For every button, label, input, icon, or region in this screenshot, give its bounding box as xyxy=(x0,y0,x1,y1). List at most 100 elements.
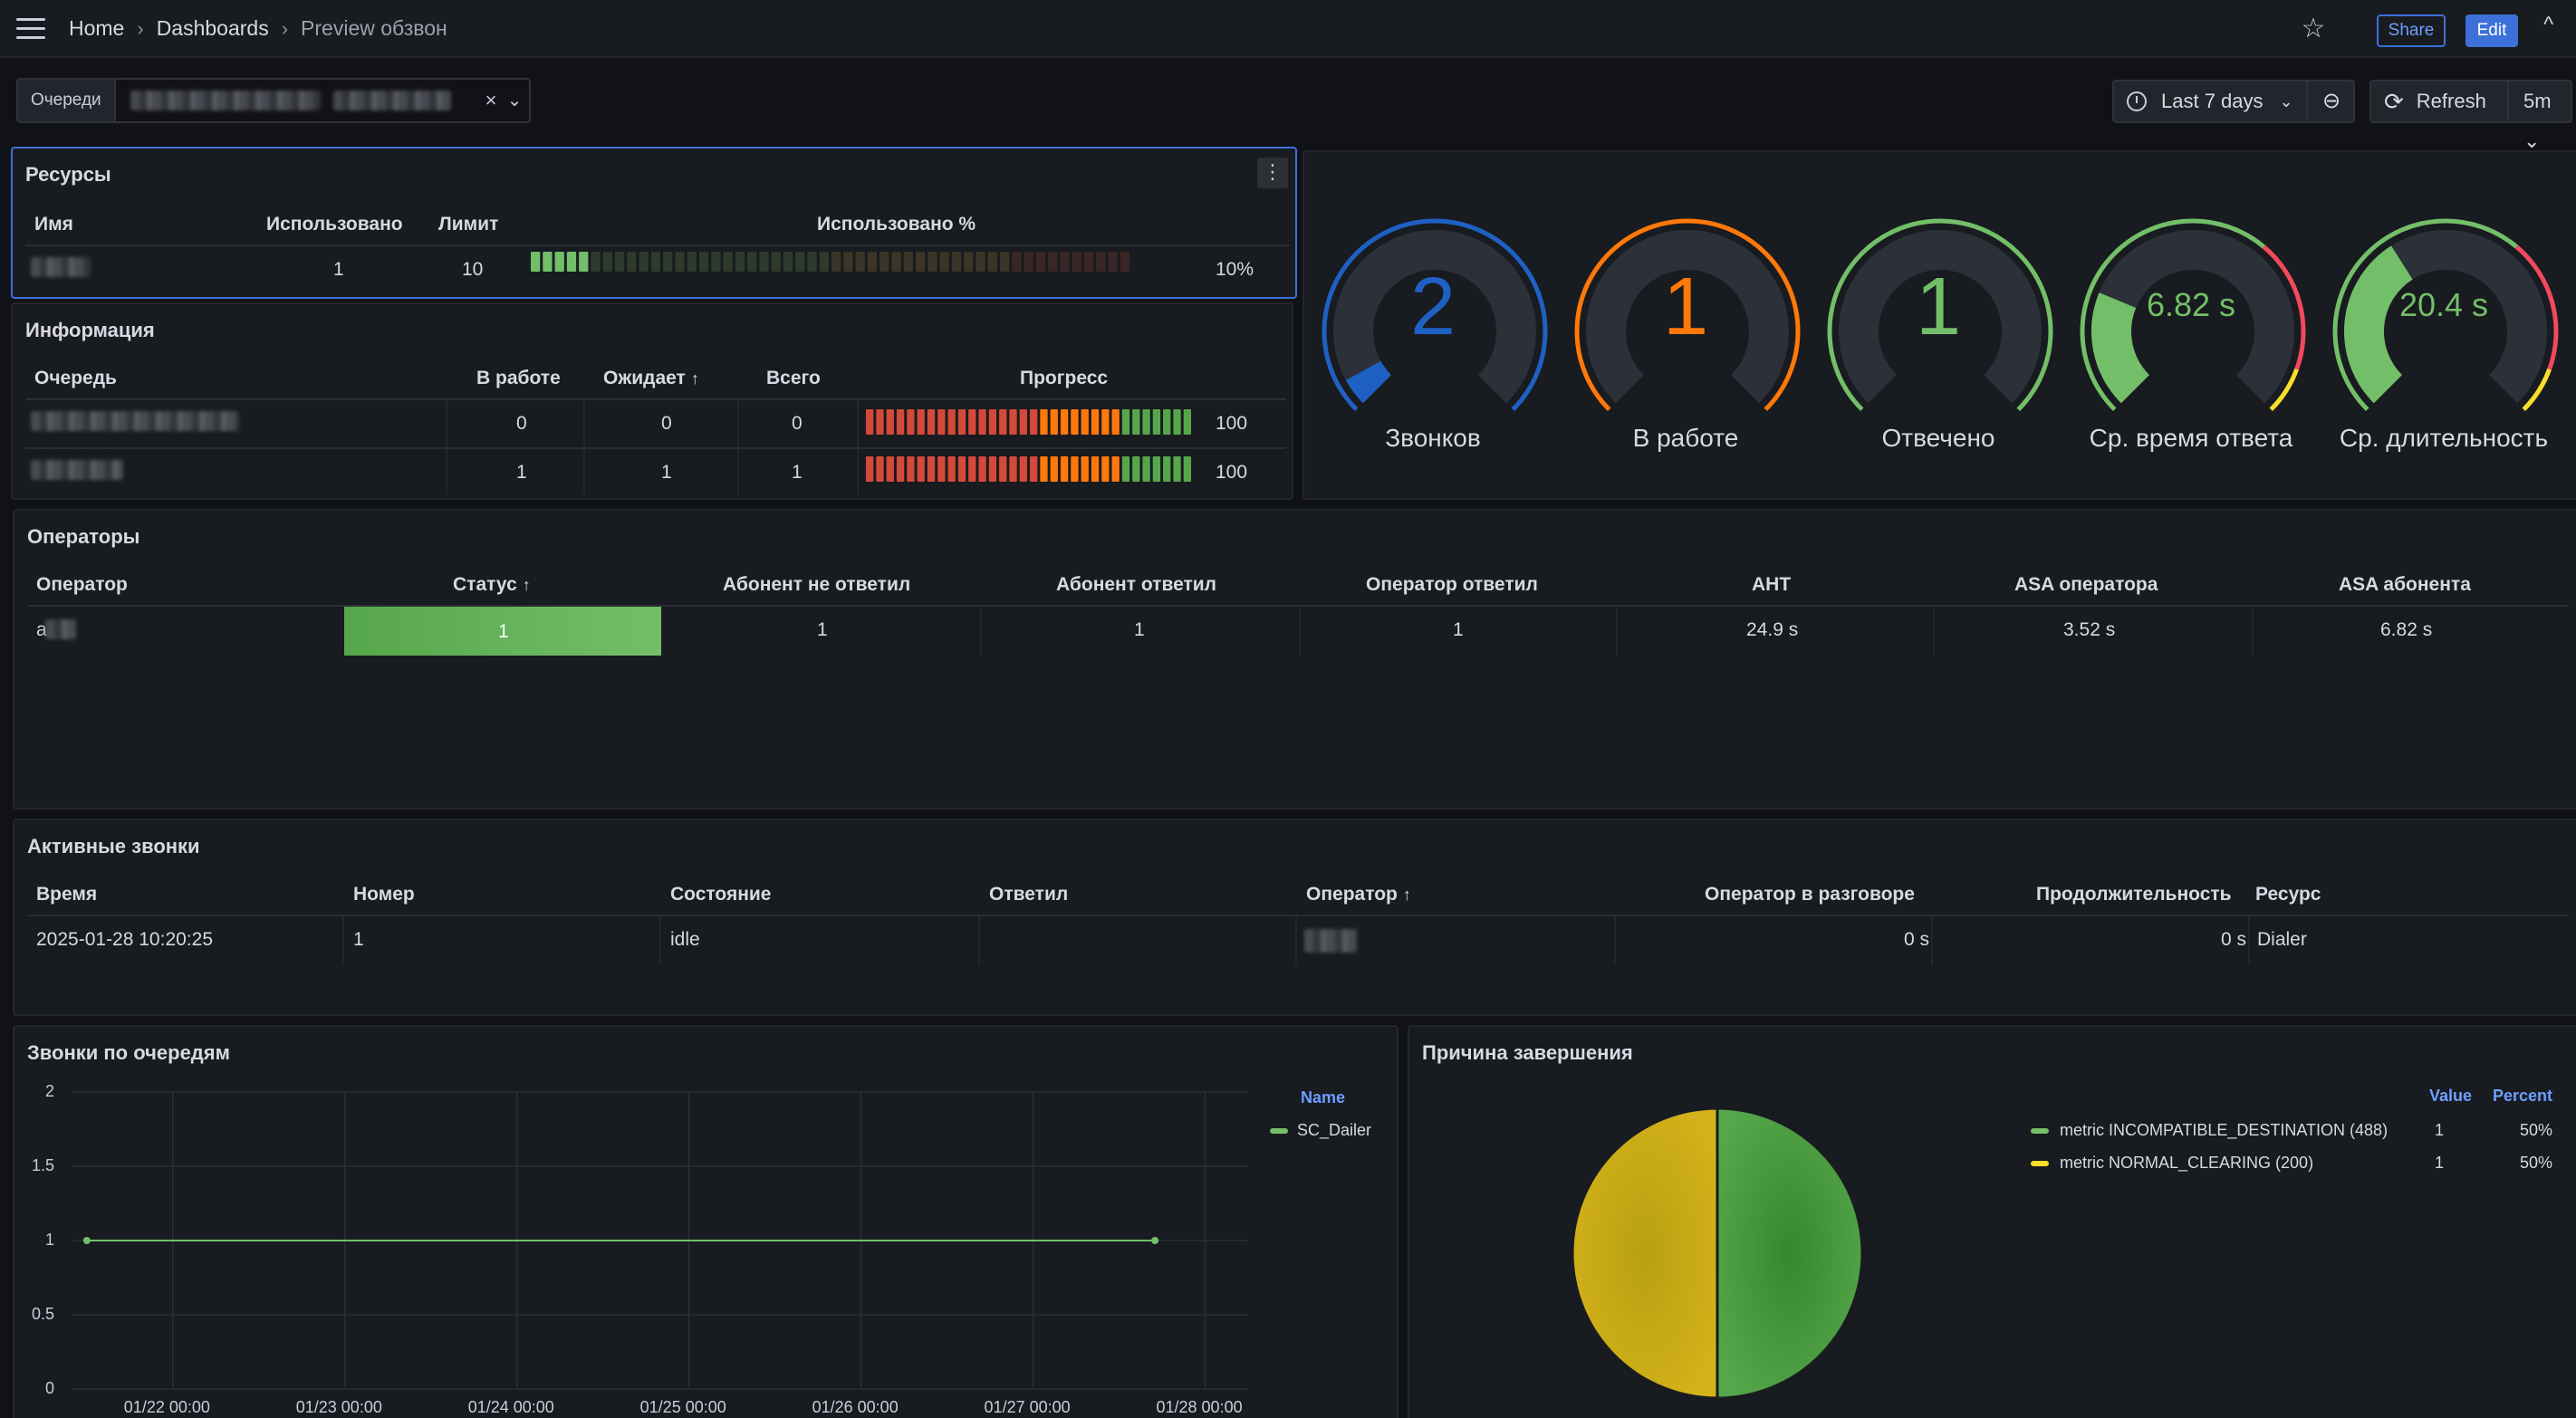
chevron-up-icon[interactable]: ^ xyxy=(2543,13,2554,37)
gauge-segment xyxy=(1173,456,1181,482)
legend-item[interactable]: metric INCOMPATIBLE_DESTINATION (488) 1 50… xyxy=(2031,1117,2565,1145)
gauge-fill xyxy=(1345,360,1392,404)
legend-percent: 50% xyxy=(2520,1121,2553,1139)
gauge-segment xyxy=(886,409,894,435)
gauge-segment xyxy=(627,252,637,272)
op-answered-cell: 1 xyxy=(1453,619,1464,640)
legend-item[interactable]: metric NORMAL_CLEARING (200) 1 50% xyxy=(2031,1150,2565,1177)
gauge-segment xyxy=(1132,409,1140,435)
gauge-segment xyxy=(1081,409,1089,435)
gauge-segment xyxy=(957,456,966,482)
gauge-segment xyxy=(783,252,793,272)
gauge-segment xyxy=(917,456,925,482)
column-header[interactable]: Ответил xyxy=(989,884,1069,905)
column-header[interactable]: Прогресс xyxy=(1020,368,1109,388)
column-header[interactable]: AHT xyxy=(1752,574,1792,595)
column-header[interactable]: Использовано % xyxy=(817,214,976,235)
breadcrumb-dashboards[interactable]: Dashboards xyxy=(156,16,269,40)
column-header[interactable]: Абонент не ответил xyxy=(723,574,911,595)
gauge-segment xyxy=(723,252,733,272)
refresh-label[interactable]: Refresh xyxy=(2416,90,2486,112)
progress-gauge-bar xyxy=(866,409,1191,435)
op-talk-cell: 0 s xyxy=(1903,929,1929,950)
panel-menu-icon[interactable]: ⋮ xyxy=(1257,158,1288,188)
legend-color-swatch xyxy=(2031,1128,2049,1134)
column-header[interactable]: Ресурс xyxy=(2255,884,2321,905)
column-header[interactable]: Номер xyxy=(353,884,415,905)
gauge-segment xyxy=(1048,252,1058,272)
column-header[interactable]: ASA абонента xyxy=(2339,574,2471,595)
column-header[interactable]: Статус ↑ xyxy=(453,574,531,596)
gauge-segment xyxy=(1012,252,1022,272)
star-icon[interactable]: ☆ xyxy=(2301,14,2326,43)
sort-arrow-up-icon: ↑ xyxy=(522,576,531,594)
data-point[interactable] xyxy=(82,1237,91,1244)
clear-icon[interactable]: × xyxy=(485,89,497,111)
column-header[interactable]: Оператор ответил xyxy=(1366,574,1538,595)
refresh-interval[interactable]: 5m ⌄ xyxy=(2507,81,2572,152)
y-tick-label: 1.5 xyxy=(31,1156,54,1174)
data-point[interactable] xyxy=(1151,1237,1159,1244)
queues-select[interactable]: × ⌄ xyxy=(113,78,531,123)
column-header[interactable]: Продолжительность xyxy=(2036,884,2232,905)
column-header[interactable]: ASA оператора xyxy=(2014,574,2158,595)
clock-icon xyxy=(2127,91,2147,111)
column-header[interactable]: Абонент ответил xyxy=(1056,574,1217,595)
column-header[interactable]: Очередь xyxy=(34,368,117,388)
legend-header-value[interactable]: Value xyxy=(2429,1087,2473,1105)
column-header[interactable]: В работе xyxy=(476,368,561,388)
gauge-segment xyxy=(937,456,946,482)
refresh-picker[interactable]: ⟳ Refresh 5m ⌄ xyxy=(2369,80,2572,152)
gauge-segment xyxy=(675,252,685,272)
gauge-value: 20.4 s xyxy=(2398,286,2489,323)
resource-cell: Dialer xyxy=(2257,929,2307,950)
gauge-segment xyxy=(917,409,925,435)
pie-slice[interactable] xyxy=(1716,1107,1864,1400)
column-header[interactable]: Оператор xyxy=(36,574,128,595)
gauge-value: 1 xyxy=(1662,262,1709,352)
share-button[interactable]: Share xyxy=(2377,14,2446,47)
zoom-out-icon[interactable]: ⊖ xyxy=(2306,81,2355,121)
column-header[interactable]: Использовано xyxy=(266,214,403,235)
column-header[interactable]: Оператор в разговоре xyxy=(1705,884,1915,905)
redacted-name xyxy=(31,257,91,277)
gauge-fill xyxy=(2091,292,2150,404)
legend-color-swatch xyxy=(2031,1161,2049,1166)
time-picker[interactable]: Last 7 days ⌄ ⊖ xyxy=(2112,80,2355,123)
x-tick-label: 01/22 00:00 xyxy=(123,1398,210,1416)
column-header[interactable]: Оператор ↑ xyxy=(1306,884,1411,905)
gauge-threshold xyxy=(2269,368,2299,412)
aht-cell: 24.9 s xyxy=(1746,619,1799,640)
column-header[interactable]: Всего xyxy=(766,368,821,388)
legend-header-percent[interactable]: Percent xyxy=(2493,1087,2553,1105)
gauge-segment xyxy=(876,456,884,482)
column-header[interactable]: Состояние xyxy=(670,884,772,905)
legend-header[interactable]: Name xyxy=(1301,1088,1346,1107)
menu-icon[interactable] xyxy=(16,18,45,40)
edit-button[interactable]: Edit xyxy=(2465,14,2518,47)
y-tick-label: 0.5 xyxy=(31,1305,54,1323)
gauge-segment xyxy=(735,252,745,272)
gauge-segment xyxy=(988,456,997,482)
column-header[interactable]: Лимит xyxy=(438,214,499,235)
time-cell: 2025-01-28 10:20:25 xyxy=(36,929,213,950)
gauge-segment xyxy=(1132,456,1140,482)
pie-slice[interactable] xyxy=(1571,1107,1719,1400)
column-header[interactable]: Время xyxy=(36,884,98,905)
breadcrumb-home[interactable]: Home xyxy=(69,16,125,40)
waiting-cell: 0 xyxy=(661,413,672,434)
gauge-segment xyxy=(867,252,878,272)
chevron-down-icon[interactable]: ⌄ xyxy=(506,91,523,110)
y-tick-label: 0 xyxy=(44,1379,54,1397)
gauge-segment xyxy=(1019,409,1027,435)
column-header[interactable]: Имя xyxy=(34,214,73,235)
end-reason-panel: Причина завершения Value Percent metric … xyxy=(1408,1025,2576,1418)
column-header[interactable]: Ожидает ↑ xyxy=(603,368,699,389)
redacted-queue xyxy=(31,460,123,480)
legend-item[interactable]: SC_Dailer xyxy=(1270,1119,1388,1145)
total-cell: 0 xyxy=(792,413,803,434)
gauge-segment xyxy=(1142,456,1150,482)
gauge-segment xyxy=(1121,409,1130,435)
x-tick-label: 01/24 00:00 xyxy=(467,1398,554,1416)
gauge-segment xyxy=(1050,456,1058,482)
